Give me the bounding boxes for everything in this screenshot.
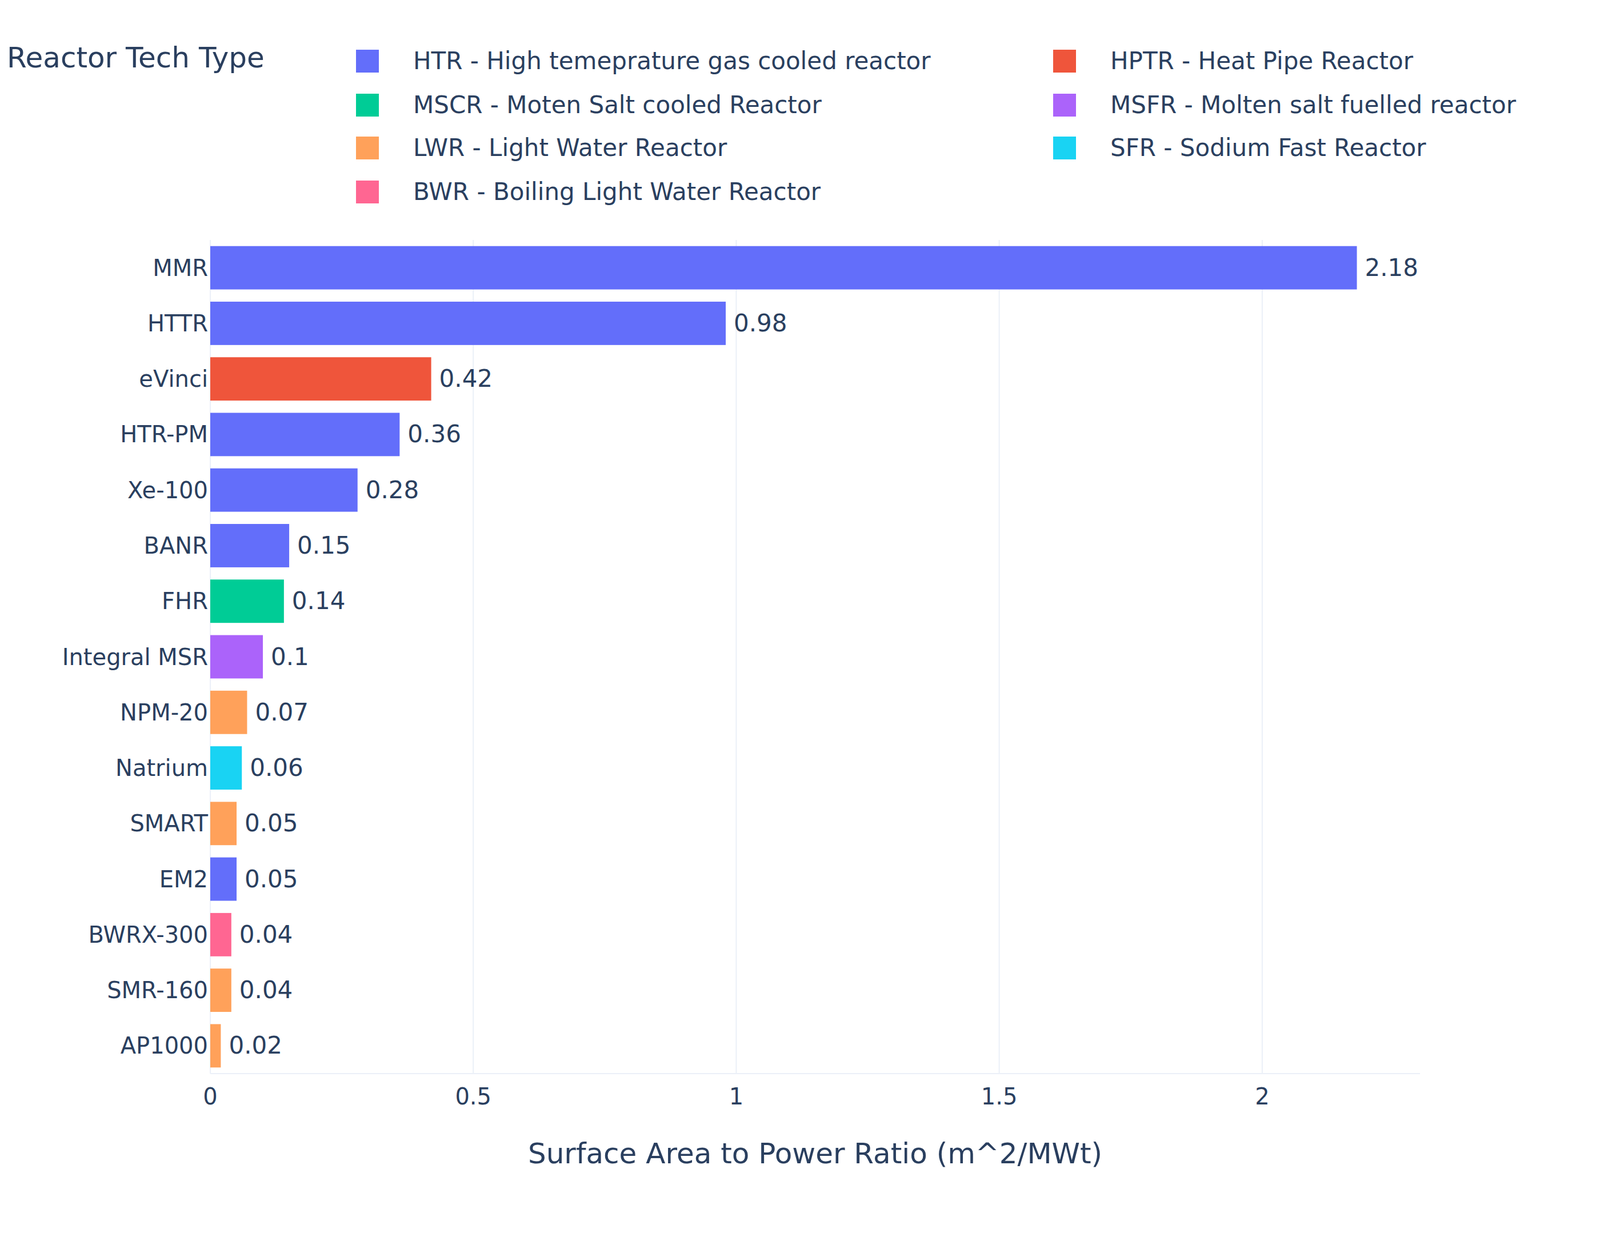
legend-label: MSCR - Moten Salt cooled Reactor [413, 90, 822, 119]
category-label: FHR [161, 588, 208, 615]
data-label: 0.15 [297, 531, 351, 560]
grid-line [998, 240, 1000, 1074]
bar [210, 635, 263, 679]
legend-swatch [1053, 136, 1076, 160]
legend-label: HPTR - Heat Pipe Reactor [1110, 46, 1414, 75]
bar [210, 579, 284, 623]
grid [210, 240, 1263, 1074]
category-label: Integral MSR [62, 644, 208, 671]
axis-line [210, 1073, 1420, 1075]
data-labels: 2.18 0.98 0.36 0.28 0.15 0.05 0.42 0.14 0.1 0.07 0… [228, 253, 1419, 1060]
legend-swatch [356, 93, 379, 117]
data-label: 0.05 [244, 809, 299, 838]
tick-label: 1.5 [981, 1083, 1018, 1110]
category-label: BWRX-300 [88, 921, 208, 948]
category-label: Xe-100 [127, 477, 208, 504]
bar [210, 968, 232, 1012]
tick-label: 1 [729, 1083, 744, 1110]
bar [210, 913, 232, 957]
legend-label: BWR - Boiling Light Water Reactor [413, 177, 822, 206]
data-label: 0.06 [249, 753, 304, 782]
bar [210, 301, 726, 346]
category-label: SMART [129, 810, 208, 837]
tick-label: 2 [1254, 1083, 1270, 1110]
legend-swatch [1053, 93, 1076, 117]
category-label: AP1000 [120, 1032, 208, 1059]
tick-label: 0.5 [454, 1083, 492, 1110]
category-label: Natrium [115, 754, 208, 782]
legend: Reactor Tech Type HTR - High temeprature … [6, 41, 1517, 206]
category-label: HTTR [147, 310, 208, 337]
bar [210, 524, 290, 568]
data-label: 0.14 [292, 586, 346, 615]
legend-label: SFR - Sodium Fast Reactor [1110, 133, 1427, 162]
legend-label: LWR - Light Water Reactor [413, 133, 728, 162]
category-label: NPM-20 [120, 699, 208, 726]
category-label: EM2 [159, 866, 208, 893]
category-label: SMR-160 [106, 977, 208, 1004]
bar [210, 468, 358, 512]
data-label: 0.42 [439, 364, 494, 393]
bar [210, 690, 247, 735]
data-label: 2.18 [1365, 253, 1419, 282]
data-label: 0.05 [244, 865, 299, 894]
legend-swatch [356, 180, 379, 204]
legend-swatch [356, 49, 379, 73]
bar [210, 357, 432, 401]
tick-label: 0 [202, 1083, 218, 1110]
bar [210, 412, 400, 456]
axis-title: Surface Area to Power Ratio (m^2/MWt) [528, 1137, 1103, 1171]
legend-swatch [356, 136, 379, 160]
bar [210, 746, 242, 790]
data-label: 0.04 [239, 976, 294, 1004]
data-label: 0.36 [407, 420, 462, 448]
data-label: 0.02 [228, 1031, 283, 1060]
category-label: BANR [143, 532, 208, 559]
legend-label: MSFR - Molten salt fuelled reactor [1110, 90, 1517, 119]
legend-label: HTR - High temeprature gas cooled reacto… [413, 46, 931, 75]
bars [210, 246, 1358, 1068]
bar [210, 1024, 221, 1068]
data-label: 0.98 [733, 309, 788, 338]
data-label: 0.28 [365, 476, 420, 504]
bar [210, 857, 237, 902]
data-label: 0.1 [270, 642, 310, 671]
category-label: MMR [152, 254, 208, 282]
category-label: HTR-PM [120, 421, 208, 448]
chart: 0 0.5 1 1.5 2 2.18 0.98 0.36 0.28 0.15 0.05 0.42 0.1… [0, 0, 1600, 1257]
grid-line [1261, 240, 1263, 1074]
category-label: eVinci [138, 365, 208, 392]
bar [210, 801, 237, 846]
grid-line [735, 240, 737, 1074]
data-label: 0.04 [239, 920, 294, 949]
legend-title: Reactor Tech Type [6, 41, 265, 75]
bar [210, 246, 1358, 290]
data-label: 0.07 [254, 698, 309, 727]
legend-swatch [1053, 49, 1076, 73]
